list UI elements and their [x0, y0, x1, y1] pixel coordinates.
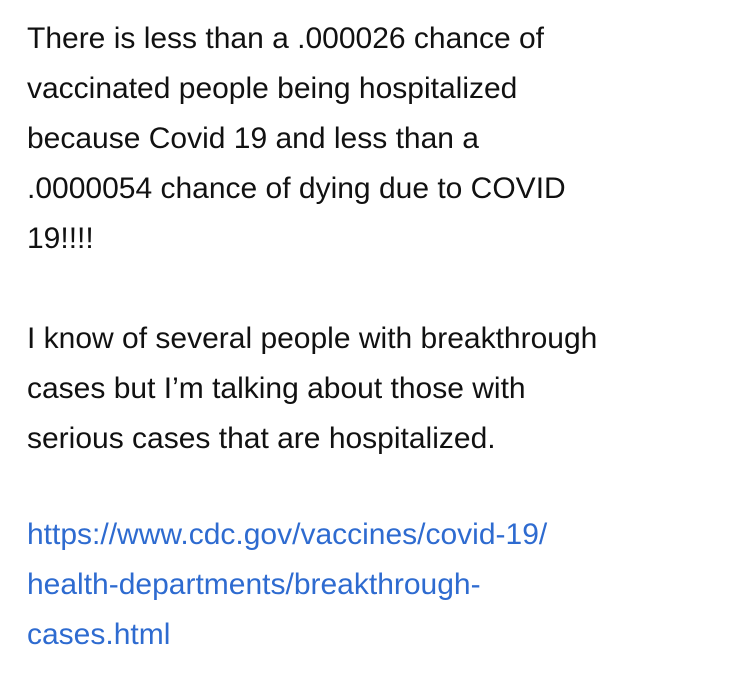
paragraph-breakthrough: I know of several people with breakthrou…: [27, 314, 597, 464]
link-line[interactable]: cases.html: [27, 618, 171, 651]
paragraph-statistics: There is less than a .000026 chance of v…: [27, 14, 566, 264]
cdc-link[interactable]: https://www.cdc.gov/vaccines/covid-19/ h…: [27, 510, 547, 660]
text-line: vaccinated people being hospitalized: [27, 72, 518, 105]
text-line: I know of several people with breakthrou…: [27, 322, 598, 355]
text-line: because Covid 19 and less than a: [27, 122, 479, 155]
link-line[interactable]: https://www.cdc.gov/vaccines/covid-19/: [27, 518, 548, 551]
text-line: serious cases that are hospitalized.: [27, 422, 496, 455]
text-line: There is less than a .000026 chance of: [27, 22, 545, 55]
text-line: cases but I’m talking about those with: [27, 372, 526, 405]
link-line[interactable]: health-departments/breakthrough-: [27, 568, 481, 601]
text-line: .0000054 chance of dying due to COVID: [27, 172, 566, 205]
text-line: 19!!!!: [27, 222, 94, 255]
